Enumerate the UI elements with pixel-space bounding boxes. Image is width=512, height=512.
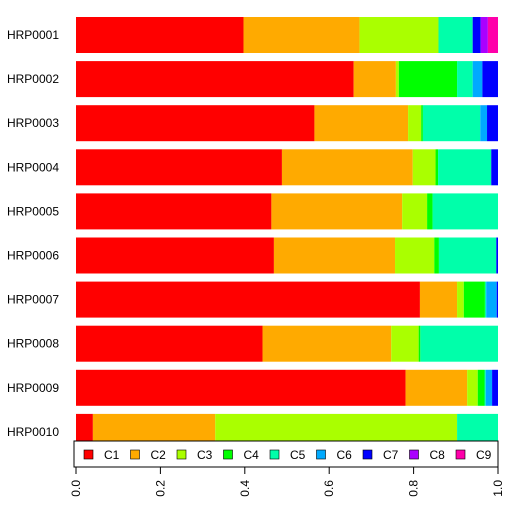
category-label: HRP0006 bbox=[7, 249, 59, 263]
bar-segment-C3-HRP0009 bbox=[467, 369, 478, 406]
legend-swatch-C8 bbox=[409, 449, 419, 460]
bar-segment-C4-HRP0008 bbox=[418, 325, 421, 362]
category-label: HRP0007 bbox=[7, 293, 59, 307]
category-label: HRP0003 bbox=[7, 116, 59, 130]
legend-label: C9 bbox=[476, 448, 492, 462]
bar-segment-C2-HRP0003 bbox=[314, 105, 409, 142]
bar-segment-C1-HRP0005 bbox=[76, 193, 272, 230]
bar-segment-C1-HRP0006 bbox=[76, 237, 274, 274]
x-tick-label: 0.8 bbox=[407, 480, 421, 497]
bar-segment-C5-HRP0002 bbox=[457, 61, 473, 98]
bar-segment-C3-HRP0002 bbox=[395, 61, 399, 98]
bar-segment-C5-HRP0008 bbox=[420, 325, 498, 362]
bar-segment-C1-HRP0003 bbox=[76, 105, 315, 142]
bar-segment-C7-HRP0006 bbox=[496, 237, 498, 274]
bar-segment-C4-HRP0004 bbox=[435, 149, 439, 186]
bar-segment-C5-HRP0003 bbox=[422, 105, 481, 142]
bar-segment-C7-HRP0001 bbox=[472, 17, 481, 53]
category-label: HRP0001 bbox=[7, 28, 59, 42]
bar-segment-C7-HRP0004 bbox=[491, 149, 498, 186]
bar-segment-C3-HRP0006 bbox=[395, 237, 435, 274]
bar-segment-C9-HRP0001 bbox=[487, 17, 498, 53]
category-label: HRP0008 bbox=[7, 337, 59, 351]
category-label: HRP0005 bbox=[7, 204, 59, 218]
bar-segment-C6-HRP0009 bbox=[485, 369, 493, 406]
bar-segment-C3-HRP0007 bbox=[457, 281, 464, 318]
bar-segment-C7-HRP0003 bbox=[487, 105, 498, 142]
bar-segment-C7-HRP0007 bbox=[496, 281, 498, 318]
x-tick-label: 1.0 bbox=[491, 480, 505, 497]
legend-swatch-C1 bbox=[83, 449, 94, 460]
bar-segment-C1-HRP0008 bbox=[76, 325, 263, 362]
bar-segment-C4-HRP0002 bbox=[398, 61, 458, 98]
bar-segment-C2-HRP0004 bbox=[281, 149, 413, 186]
bar-segment-C6-HRP0007 bbox=[486, 281, 497, 318]
bar-segment-C3-HRP0003 bbox=[408, 105, 422, 142]
legend-label: C8 bbox=[430, 448, 446, 462]
legend-swatch-C9 bbox=[455, 449, 466, 460]
legend-label: C7 bbox=[383, 448, 399, 462]
legend-swatch-C6 bbox=[316, 449, 326, 460]
bar-segment-C2-HRP0009 bbox=[405, 369, 468, 406]
bar-segment-C5-HRP0006 bbox=[438, 237, 497, 274]
bar-segment-C7-HRP0009 bbox=[492, 369, 498, 406]
x-tick-label: 0.0 bbox=[69, 480, 83, 497]
bar-segment-C4-HRP0003 bbox=[421, 105, 423, 142]
bar-segment-C2-HRP0007 bbox=[419, 281, 458, 318]
bar-segment-C3-HRP0001 bbox=[359, 17, 439, 53]
legend-swatch-C2 bbox=[130, 449, 140, 460]
category-label: HRP0010 bbox=[7, 425, 59, 439]
bar-segment-C4-HRP0005 bbox=[427, 193, 433, 230]
bar-segment-C1-HRP0009 bbox=[76, 369, 406, 406]
bar-segment-C1-HRP0004 bbox=[76, 149, 282, 186]
legend-swatch-C5 bbox=[269, 449, 280, 460]
bar-segment-C4-HRP0009 bbox=[477, 369, 485, 406]
bar-segment-C3-HRP0005 bbox=[402, 193, 428, 230]
legend-box bbox=[73, 440, 499, 468]
bar-segment-C2-HRP0001 bbox=[243, 17, 360, 53]
bar-segment-C5-HRP0007 bbox=[484, 281, 487, 318]
bar-segment-C2-HRP0008 bbox=[262, 325, 392, 362]
legend-label: C4 bbox=[244, 448, 260, 462]
bar-segment-C4-HRP0006 bbox=[434, 237, 439, 274]
x-tick-label: 0.4 bbox=[238, 480, 252, 497]
legend: C1 C2 C3 C4 C5 C6 C7 C8 C9 bbox=[73, 440, 499, 468]
bar-segment-C2-HRP0005 bbox=[271, 193, 403, 230]
bar-segment-C8-HRP0001 bbox=[480, 17, 488, 53]
bar-segment-C6-HRP0002 bbox=[472, 61, 483, 98]
category-label: HRP0009 bbox=[7, 381, 59, 395]
bar-segment-C5-HRP0009 bbox=[484, 369, 486, 406]
legend-label: C6 bbox=[337, 448, 353, 462]
bar-segment-C1-HRP0002 bbox=[76, 61, 354, 98]
legend-label: C2 bbox=[151, 448, 167, 462]
bar-segment-C3-HRP0004 bbox=[412, 149, 436, 186]
category-label: HRP0004 bbox=[7, 160, 59, 174]
bar-segment-C7-HRP0002 bbox=[482, 61, 498, 98]
bar-segment-C5-HRP0005 bbox=[432, 193, 498, 230]
bars-group bbox=[76, 17, 498, 450]
bar-segment-C5-HRP0004 bbox=[438, 149, 492, 186]
x-tick-label: 0.6 bbox=[322, 480, 336, 497]
legend-swatch-C4 bbox=[223, 449, 233, 460]
bar-segment-C1-HRP0007 bbox=[76, 281, 420, 318]
category-label: HRP0002 bbox=[7, 72, 59, 86]
bar-segment-C3-HRP0008 bbox=[391, 325, 419, 362]
x-tick-label: 0.2 bbox=[153, 480, 167, 497]
category-labels: HRP0001 HRP0002 HRP0003 HRP0004 HRP0005 HRP00… bbox=[7, 28, 59, 439]
bar-segment-C5-HRP0001 bbox=[438, 17, 473, 53]
legend-swatch-C3 bbox=[176, 449, 187, 460]
legend-label: C3 bbox=[197, 448, 213, 462]
bar-segment-C6-HRP0003 bbox=[480, 105, 488, 142]
legend-swatch-C7 bbox=[362, 449, 373, 460]
bar-segment-C4-HRP0007 bbox=[463, 281, 485, 318]
bar-segment-C1-HRP0001 bbox=[76, 17, 244, 53]
x-axis: 0.0 0.2 0.4 0.6 0.8 1.0 bbox=[69, 466, 505, 497]
legend-label: C5 bbox=[290, 448, 306, 462]
bar-segment-C2-HRP0002 bbox=[353, 61, 396, 98]
legend-label: C1 bbox=[104, 448, 120, 462]
bar-segment-C2-HRP0006 bbox=[273, 237, 396, 274]
